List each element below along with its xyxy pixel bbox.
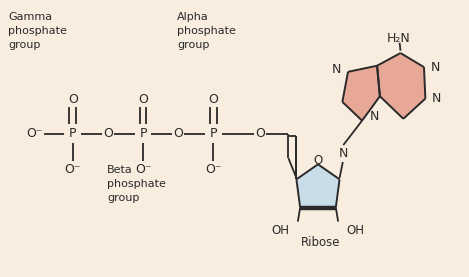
Text: O: O: [313, 154, 323, 167]
Text: O: O: [208, 93, 219, 106]
Text: O: O: [255, 127, 265, 140]
Text: OH: OH: [346, 224, 364, 237]
Text: OH: OH: [272, 224, 290, 237]
Text: O⁻: O⁻: [64, 163, 81, 176]
Text: Alpha
phosphate
group: Alpha phosphate group: [177, 12, 236, 50]
Text: O: O: [138, 93, 148, 106]
Text: P: P: [139, 127, 147, 140]
Polygon shape: [377, 53, 425, 119]
Text: O⁻: O⁻: [135, 163, 151, 176]
Text: N: N: [339, 147, 348, 160]
Text: N: N: [431, 61, 440, 74]
Text: O⁻: O⁻: [205, 163, 222, 176]
Polygon shape: [342, 66, 380, 121]
Text: P: P: [69, 127, 76, 140]
Text: Ribose: Ribose: [301, 236, 340, 249]
Text: O: O: [68, 93, 78, 106]
Text: Gamma
phosphate
group: Gamma phosphate group: [8, 12, 68, 50]
Text: Beta
phosphate
group: Beta phosphate group: [107, 165, 166, 203]
Text: P: P: [210, 127, 217, 140]
Text: N: N: [370, 111, 379, 123]
Text: N: N: [332, 63, 341, 76]
Text: O: O: [103, 127, 113, 140]
Text: O⁻: O⁻: [26, 127, 43, 140]
Text: H₂N: H₂N: [386, 32, 410, 45]
Polygon shape: [296, 164, 340, 207]
Text: O: O: [173, 127, 183, 140]
Text: N: N: [432, 92, 441, 105]
